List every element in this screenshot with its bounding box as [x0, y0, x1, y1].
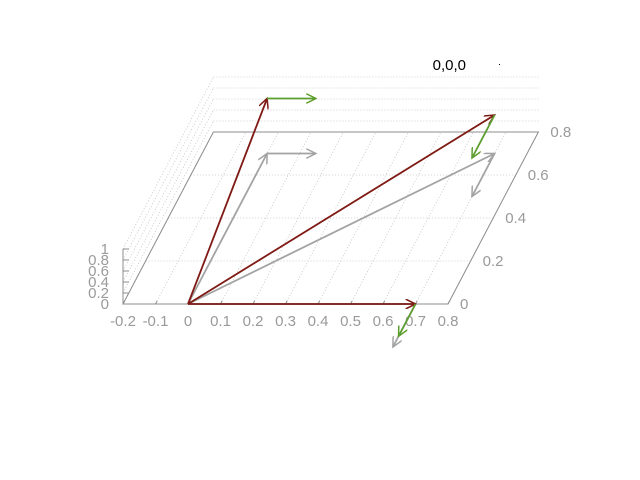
tick-labels: -0.2 -0.1 0 0.1 0.2 0.3 0.4 0.5 0.6 0.7 0.800.20.4… — [88, 124, 571, 330]
tick-label: 0.8 — [550, 124, 571, 141]
tick-label: 0.4 — [88, 274, 109, 291]
tick-label: 0.6 — [528, 167, 549, 184]
tick-label: 0.2 — [243, 313, 264, 330]
x-tick-mark — [122, 300, 126, 305]
vectors — [187, 99, 496, 348]
tick-label: -0.2 — [110, 313, 136, 330]
primary-vector — [187, 115, 495, 305]
grid-line — [122, 87, 214, 261]
tick-label: 0.6 — [88, 263, 109, 280]
tick-label: 0.7 — [405, 313, 426, 330]
tick-label: 0.2 — [483, 253, 504, 270]
projection-vector — [471, 153, 496, 197]
tick-label: 1 — [101, 241, 109, 258]
tick-label: 0.8 — [438, 313, 459, 330]
grid-line — [122, 76, 214, 250]
x-tick-mark — [155, 300, 158, 305]
legend-swatch — [499, 64, 500, 65]
tick-label: 0 — [184, 313, 192, 330]
tick-label: 0.8 — [88, 252, 109, 269]
grid-line — [122, 98, 214, 272]
tick-label: -0.1 — [143, 313, 169, 330]
projection-vector — [187, 154, 268, 305]
primary-vector — [187, 99, 267, 305]
derivative-vector — [471, 114, 496, 158]
tick-label: 0 — [101, 296, 109, 313]
derivative-vector — [397, 303, 417, 336]
legend-label: 0,0,0 — [433, 57, 466, 74]
tick-label: 0 — [460, 296, 468, 313]
x-tick-mark — [447, 300, 451, 305]
tick-label: 0.1 — [210, 313, 231, 330]
grid-line — [122, 120, 214, 294]
tick-label: 0.5 — [340, 313, 361, 330]
tick-label: 0.2 — [88, 285, 109, 302]
tick-label: 0.6 — [373, 313, 394, 330]
grid-line — [122, 109, 214, 283]
tick-label: 0.4 — [308, 313, 329, 330]
tick-label: 0.3 — [275, 313, 296, 330]
legend: 0,0,0 — [433, 57, 500, 74]
tick-label: 0.4 — [505, 210, 526, 227]
projection-vector — [187, 154, 495, 305]
